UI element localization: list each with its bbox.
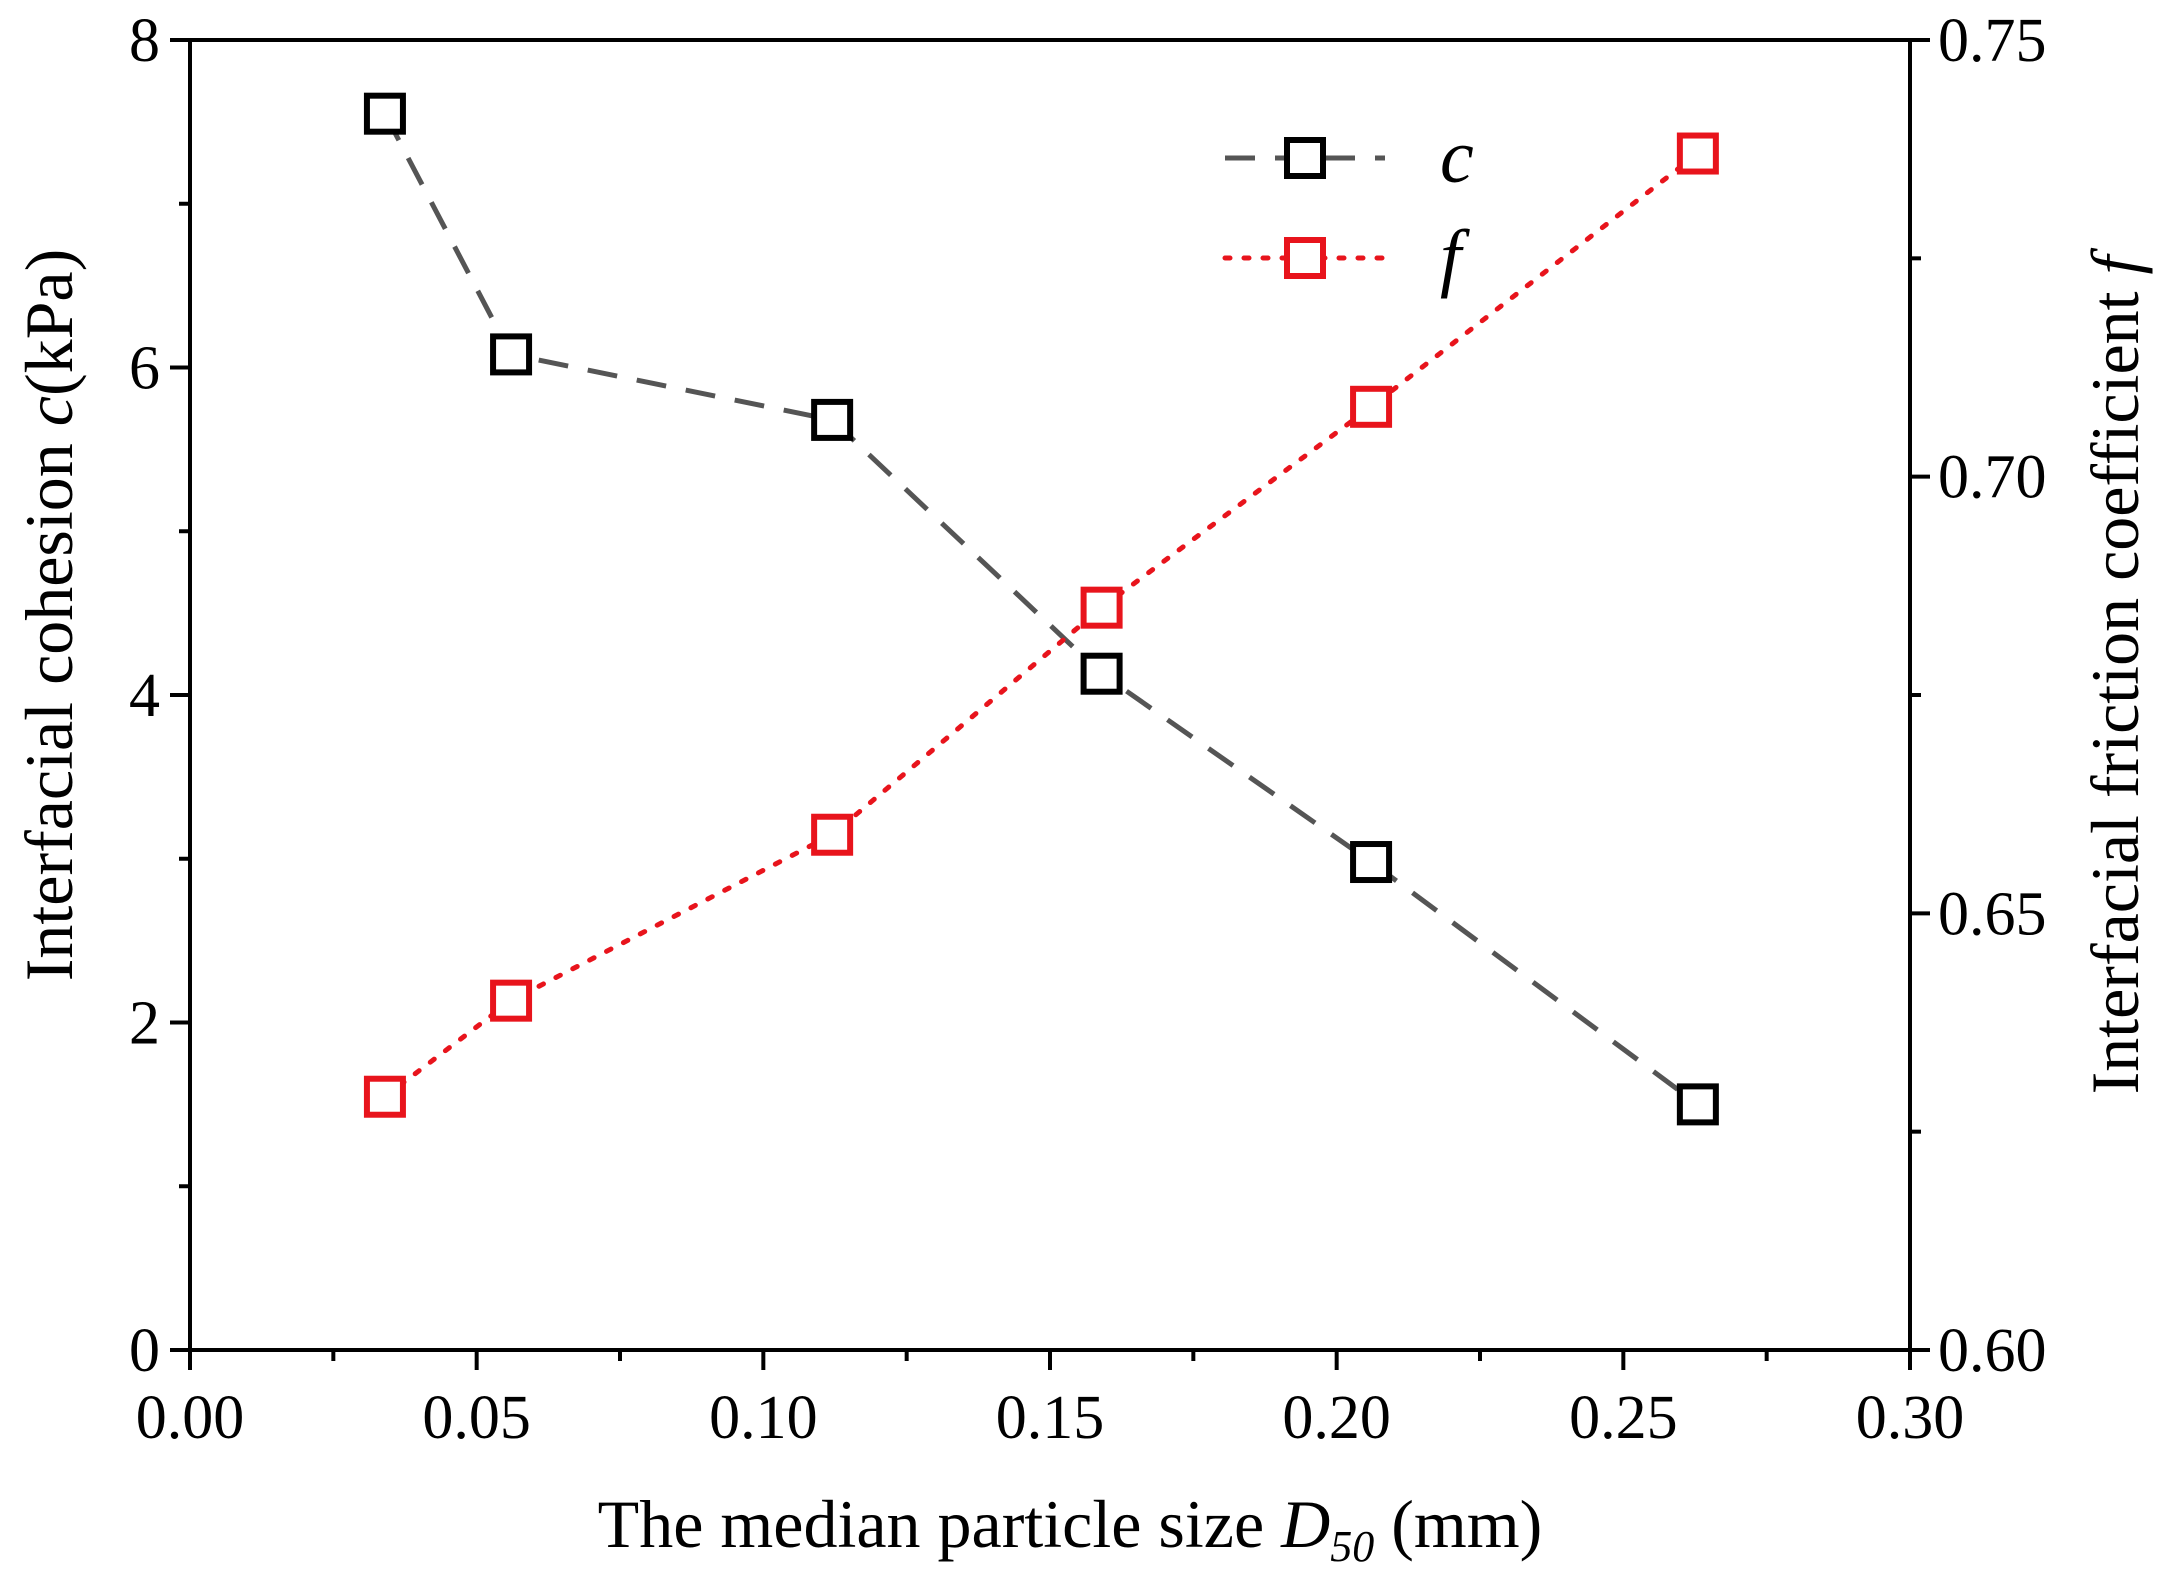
x-tick-label: 0.25 (1569, 1384, 1678, 1452)
series-line-f (382, 151, 1701, 1100)
y-right-axis-title: Interfacial friction coefficient f (2077, 247, 2153, 1094)
legend: cf (1222, 115, 1474, 299)
series-layer (363, 92, 1719, 1126)
legend-marker-f (1284, 237, 1326, 279)
x-axis-title-prefix: The median particle size (598, 1486, 1281, 1562)
x-tick-label: 0.15 (996, 1384, 1105, 1452)
y-left-axis-title-symbol: c (11, 396, 87, 426)
data-point-f (363, 1075, 406, 1118)
x-tick-label: 0.30 (1856, 1384, 1965, 1452)
data-point-f (490, 979, 533, 1022)
y-left-axis-title-prefix: Interfacial cohesion (11, 426, 87, 981)
data-point-c (1676, 1083, 1719, 1126)
data-point-c (363, 92, 406, 135)
y-left-tick-label: 8 (129, 7, 160, 75)
legend-label-f: f (1440, 215, 1470, 299)
x-axis-title: The median particle size D50 (mm) (598, 1486, 1543, 1571)
x-tick-label: 0.00 (136, 1384, 245, 1452)
data-point-c (1350, 841, 1393, 884)
data-point-f (1676, 132, 1719, 175)
data-point-c (490, 333, 533, 376)
y-left-axis-title: Interfacial cohesion c(kPa) (11, 249, 87, 982)
y-right-tick-label: 0.75 (1938, 7, 2047, 75)
y-right-axis-title-prefix: Interfacial friction coefficient (2077, 274, 2153, 1094)
x-tick-label: 0.20 (1282, 1384, 1391, 1452)
data-point-f (1350, 385, 1393, 428)
x-tick-label: 0.10 (709, 1384, 818, 1452)
y-left-axis-title-suffix: (kPa) (11, 249, 87, 396)
y-left-tick-label: 0 (129, 1317, 160, 1385)
x-axis-title-suffix: (mm) (1374, 1486, 1542, 1562)
data-point-f (811, 813, 854, 856)
legend-marker-c (1284, 137, 1326, 179)
x-tick-label: 0.05 (422, 1384, 531, 1452)
y-left-tick-label: 2 (129, 990, 160, 1058)
labels-layer: 0.00 0.05 0.10 0.15 0.20 0.25 0.30 0 2 4 6 8 0.60 0.6… (11, 7, 2153, 1571)
legend-label-c: c (1440, 115, 1474, 199)
y-right-axis-title-symbol: f (2077, 247, 2153, 274)
x-axis-title-subscript: 50 (1330, 1522, 1374, 1571)
x-axis-title-symbol: D (1280, 1486, 1330, 1562)
axes-layer (170, 38, 1930, 1370)
y-right-tick-label: 0.65 (1938, 880, 2047, 948)
data-point-c (1080, 652, 1123, 695)
plot-frame (188, 38, 1912, 1352)
series-line-c (382, 112, 1700, 1107)
data-point-c (811, 398, 854, 441)
data-point-f (1080, 586, 1123, 629)
y-right-tick-label: 0.70 (1938, 444, 2047, 512)
y-left-tick-label: 6 (129, 335, 160, 403)
y-left-tick-label: 4 (129, 662, 160, 730)
y-right-tick-label: 0.60 (1938, 1317, 2047, 1385)
